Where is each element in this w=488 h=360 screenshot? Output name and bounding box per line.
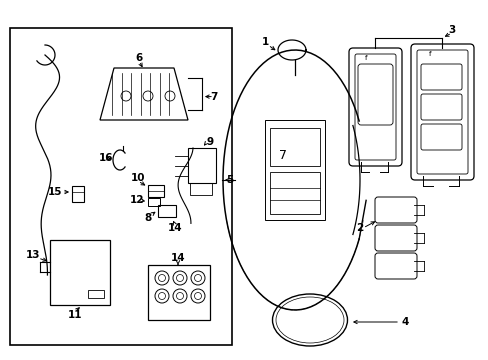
Bar [269,172,319,214]
Text: f: f [364,55,367,61]
Text: 11: 11 [68,310,82,320]
Text: 14: 14 [167,223,182,233]
Bar [269,128,319,166]
Text: f: f [428,51,430,57]
Text: 15: 15 [48,187,62,197]
Bar [148,185,163,197]
Text: 12: 12 [129,195,144,205]
Text: 5: 5 [226,175,233,185]
Bar [148,265,209,320]
Text: 9: 9 [206,137,213,147]
Text: 3: 3 [447,25,455,35]
Text: 8: 8 [144,213,151,223]
Bar [72,186,84,202]
Text: 4: 4 [401,317,408,327]
Bar [148,198,160,206]
Text: 7: 7 [279,149,286,162]
Text: 13: 13 [26,250,40,260]
Text: 7: 7 [210,91,217,102]
Bar [10,28,231,345]
Bar [190,183,212,195]
Text: 6: 6 [135,53,142,63]
Bar [88,290,104,298]
Text: 1: 1 [261,37,268,47]
Text: 10: 10 [130,173,145,183]
Text: 14: 14 [170,253,185,263]
Text: 2: 2 [356,223,363,233]
Bar [50,240,110,305]
Bar [187,148,216,183]
Bar [158,205,176,217]
Text: 16: 16 [99,153,113,163]
Bar [264,120,325,220]
